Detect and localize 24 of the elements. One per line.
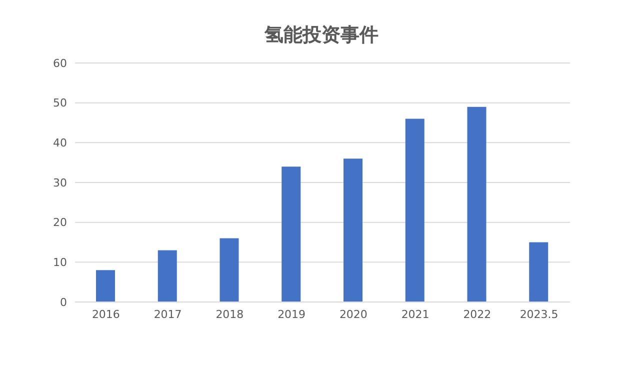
x-tick-label: 2017 — [154, 308, 182, 321]
bar — [158, 250, 177, 302]
x-tick-label: 2022 — [463, 308, 492, 321]
chart-title: 氢能投资事件 — [263, 23, 380, 48]
x-tick-label: 2016 — [92, 308, 120, 321]
x-tick-label: 2019 — [278, 308, 306, 321]
bar — [220, 238, 239, 302]
y-tick-label: 40 — [53, 136, 67, 150]
y-tick-label: 60 — [53, 56, 67, 70]
bar — [96, 270, 115, 302]
x-tick-label: 2021 — [401, 308, 430, 321]
bar — [282, 166, 301, 302]
y-tick-label: 20 — [53, 216, 67, 230]
bar — [529, 242, 548, 302]
bar — [467, 106, 486, 302]
y-tick-label: 10 — [53, 256, 67, 270]
x-tick-label: 2020 — [339, 308, 368, 321]
y-tick-label: 50 — [53, 96, 67, 110]
bar — [344, 158, 362, 302]
y-tick-label: 30 — [53, 176, 67, 190]
x-tick-label: 2018 — [216, 308, 244, 321]
bar — [405, 118, 424, 302]
x-tick-label: 2023.5 — [520, 308, 558, 321]
y-tick-label: 0 — [60, 296, 67, 309]
